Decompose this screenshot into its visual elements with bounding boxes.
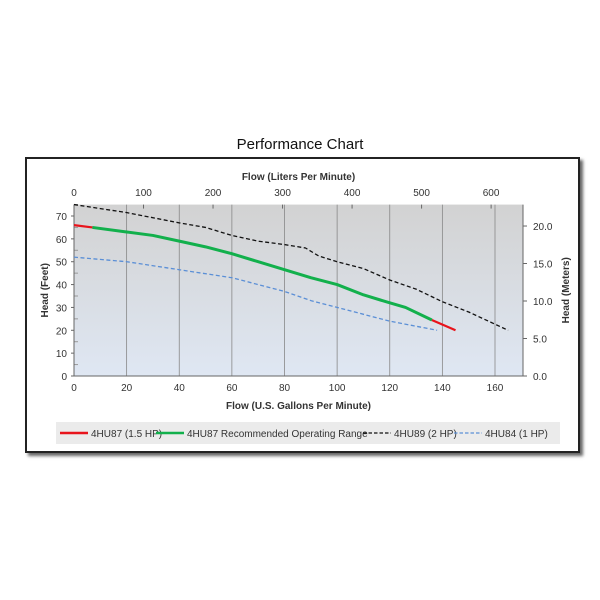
legend-label: 4HU87 (1.5 HP): [91, 429, 162, 440]
x2-axis-title: Flow (Liters Per Minute): [242, 172, 355, 183]
series-line-4hu89: [73, 203, 509, 331]
legend-label: 4HU89 (2 HP): [394, 429, 457, 440]
y-tick-label: 20: [56, 326, 68, 337]
series-line-4hu87: [92, 225, 433, 322]
y-tick-label: 40: [56, 281, 68, 292]
x2-tick-label: 600: [483, 188, 500, 199]
x2-tick-label: 0: [71, 188, 77, 199]
series-line-4hu87: [73, 224, 93, 229]
y2-tick-label: 5.0: [533, 335, 547, 346]
x-tick-label: 160: [487, 383, 504, 394]
x-tick-label: 140: [434, 383, 451, 394]
plot-area: [74, 204, 523, 376]
y2-tick-label: 0.0: [533, 372, 547, 383]
series-line-4hu87: [431, 318, 456, 332]
x-tick-label: 120: [381, 383, 398, 394]
y2-tick-label: 10.0: [533, 297, 553, 308]
y-axis-title: Head (Feet): [40, 263, 51, 317]
x2-tick-label: 300: [274, 188, 291, 199]
x-tick-label: 80: [279, 383, 291, 394]
legend: [56, 422, 560, 444]
y-tick-label: 50: [56, 258, 68, 269]
x2-tick-label: 100: [135, 188, 152, 199]
y2-tick-label: 15.0: [533, 260, 553, 271]
x2-tick-label: 200: [205, 188, 222, 199]
x-tick-label: 20: [121, 383, 133, 394]
legend-label: 4HU87 Recommended Operating Range: [187, 429, 368, 440]
x-tick-label: 60: [226, 383, 238, 394]
x-tick-label: 40: [174, 383, 186, 394]
x2-tick-label: 400: [344, 188, 361, 199]
x-tick-label: 100: [329, 383, 346, 394]
series-line-4hu84: [73, 256, 438, 331]
chart-title: Performance Chart: [236, 136, 364, 153]
y-tick-label: 10: [56, 349, 68, 360]
y-tick-label: 60: [56, 235, 68, 246]
x-tick-label: 0: [71, 383, 77, 394]
x2-tick-label: 500: [413, 188, 430, 199]
y2-tick-label: 20.0: [533, 222, 553, 233]
y-tick-label: 30: [56, 303, 68, 314]
x-axis-title: Flow (U.S. Gallons Per Minute): [226, 401, 371, 412]
legend-label: 4HU84 (1 HP): [485, 429, 548, 440]
y-tick-label: 70: [56, 212, 68, 223]
y-tick-label: 0: [61, 372, 67, 383]
y2-axis-title: Head (Meters): [561, 257, 572, 323]
